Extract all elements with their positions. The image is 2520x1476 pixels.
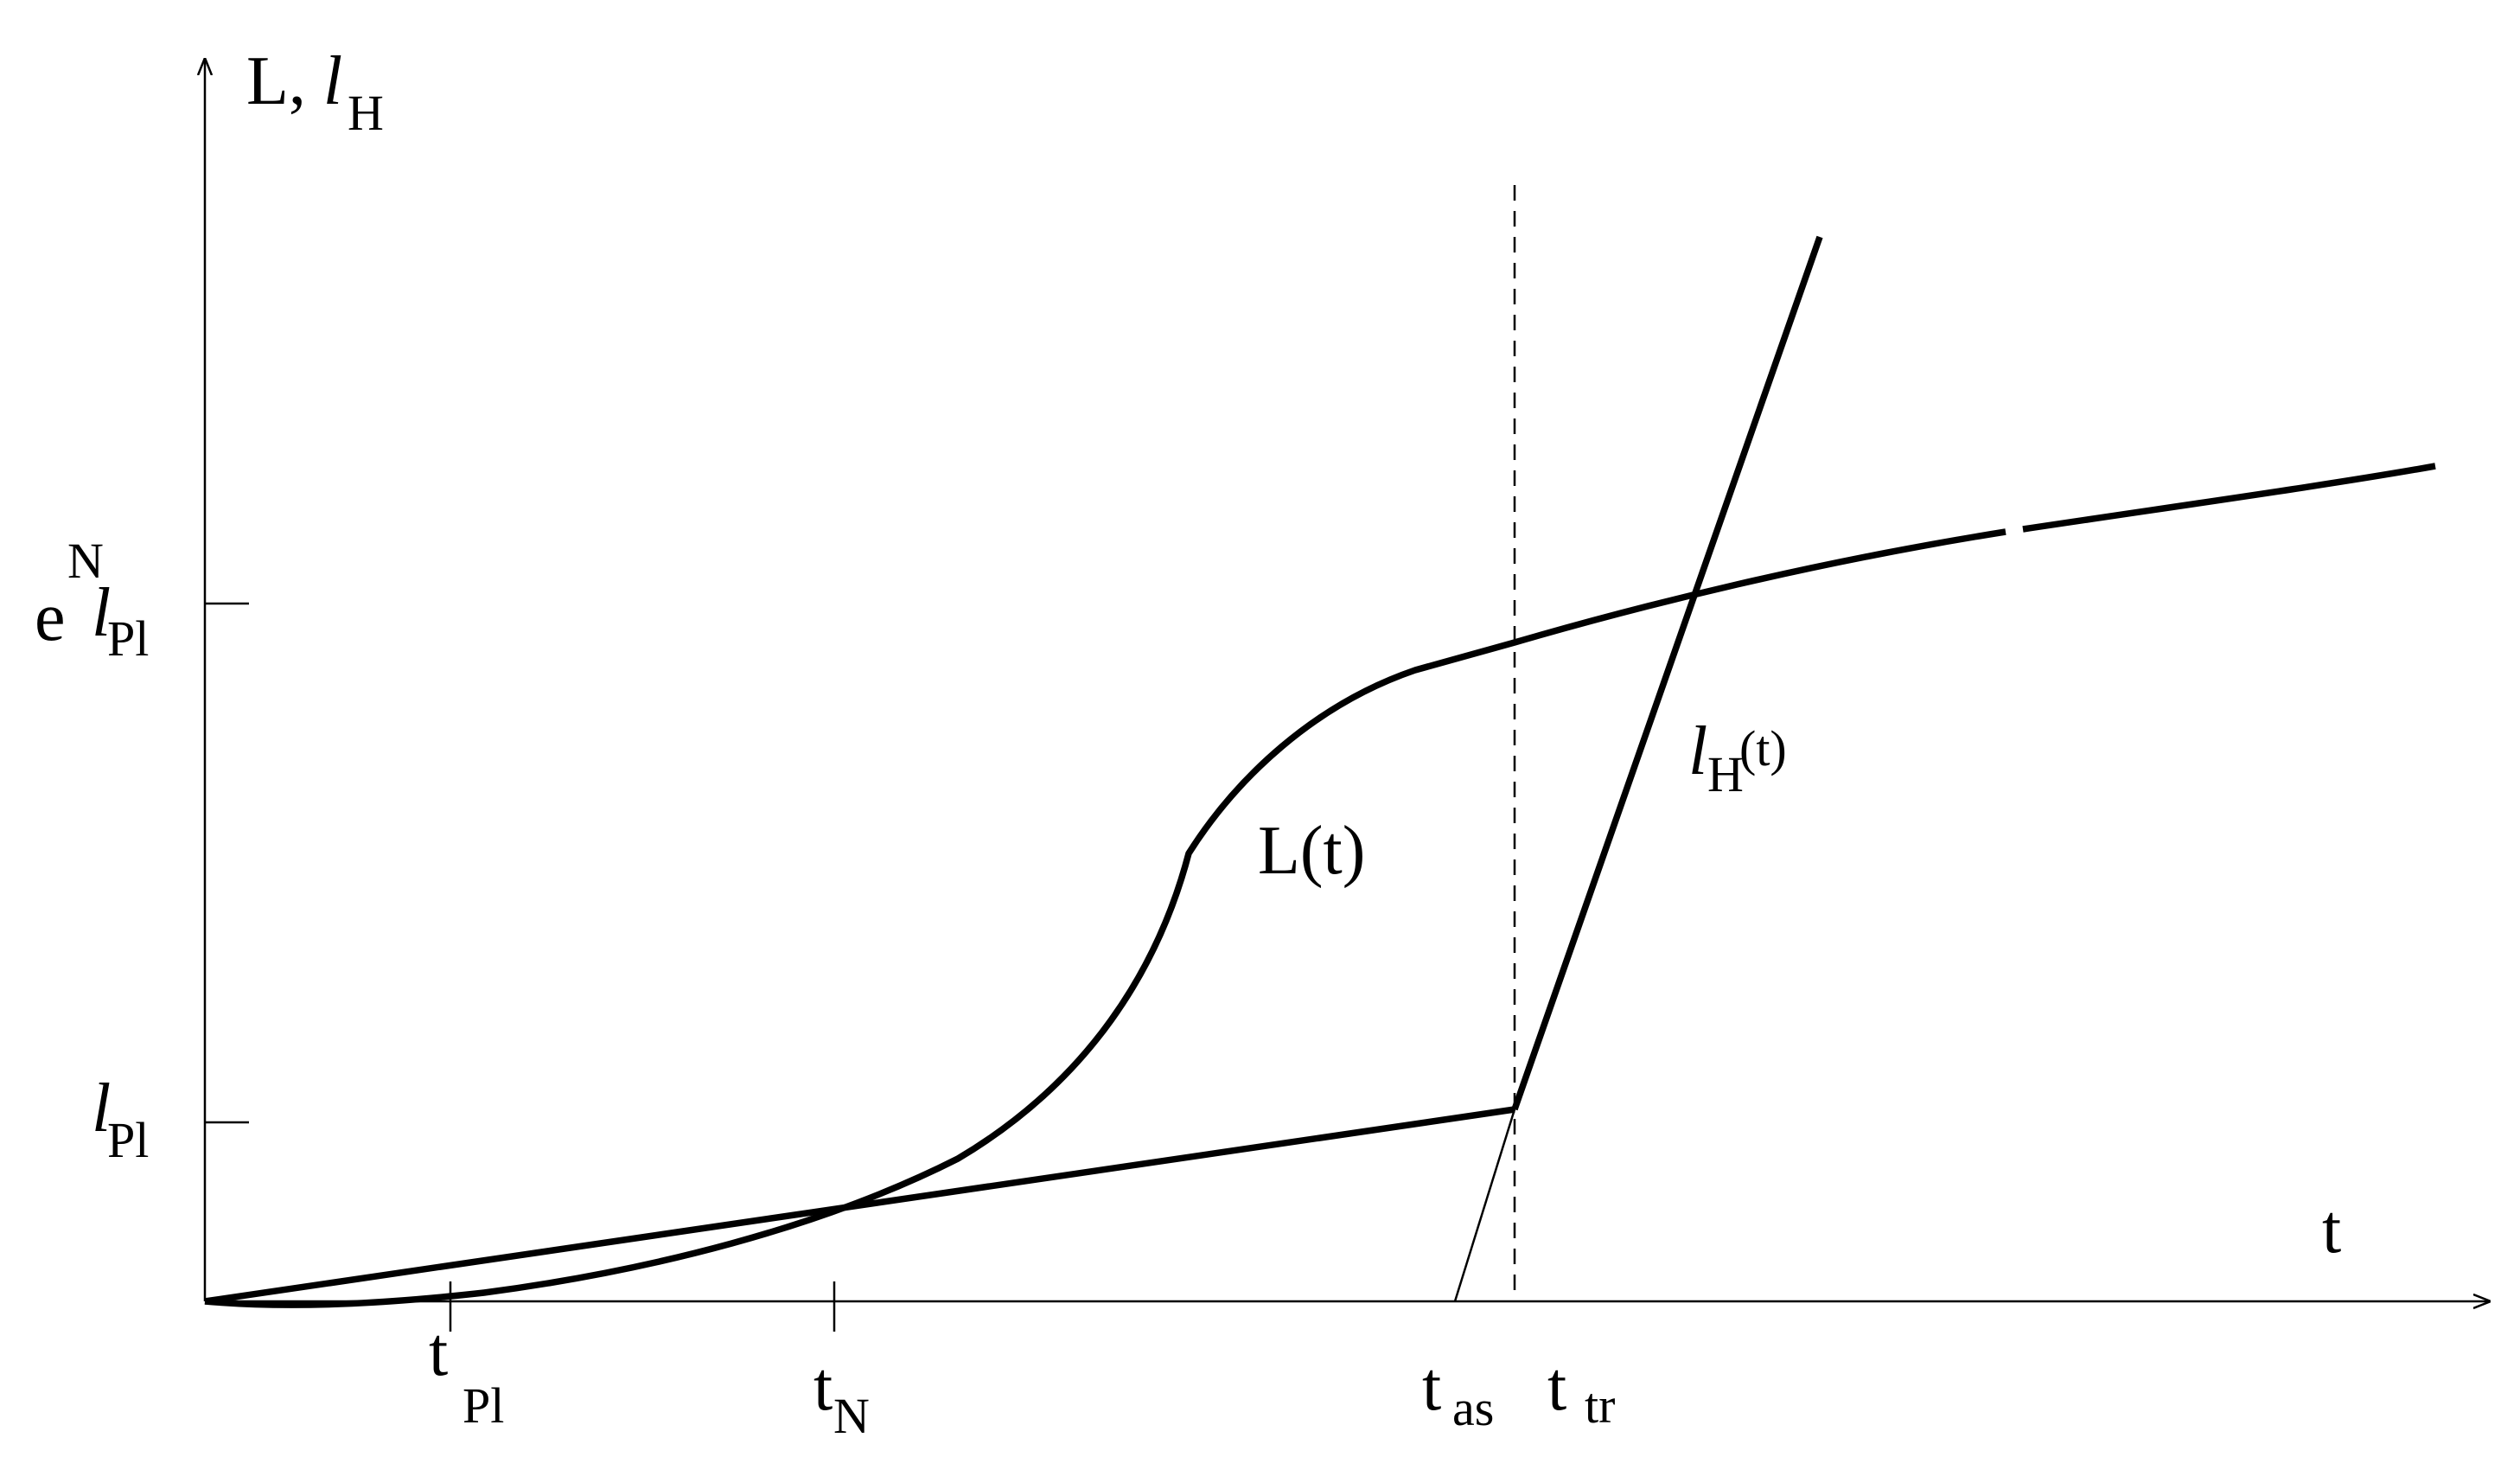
L-curve (204, 528, 2006, 1308)
x-tick-label-t-n: t (813, 1349, 833, 1425)
lH-curve-label-sup: (t) (1739, 720, 1787, 776)
y-tick-label-top-sup: N (67, 533, 104, 589)
l-h-line (1511, 235, 1823, 1111)
x-tick-label-t-as-sub: as (1452, 1380, 1494, 1436)
y-tick-label-top-prefix: e (35, 579, 66, 655)
y-tick-label-top-italic: l (92, 575, 111, 651)
x-tick-label-t-tr-sub: tr (1585, 1377, 1615, 1434)
L-curve-tail (2022, 463, 2436, 533)
L-curve-label: L(t) (1258, 813, 1365, 889)
x-tick-label-t-as: t (1422, 1349, 1441, 1425)
x-tick-label-t-n-sub: N (833, 1388, 870, 1444)
x-tick-label-t-pl-sub: Pl (463, 1377, 504, 1434)
lH-curve-label-sub: H (1707, 746, 1744, 802)
lH-curve-label-italic: l (1688, 713, 1707, 789)
y-tick-label-bottom-sub: Pl (107, 1112, 149, 1168)
y-axis-label-sub: H (348, 85, 384, 141)
tangent-line-t-as (1453, 1109, 1516, 1302)
y-tick-label-bottom-italic: l (92, 1070, 111, 1147)
x-axis-label: t (2322, 1192, 2341, 1268)
y-axis-label: L, l (246, 43, 342, 119)
x-tick-label-t-tr: t (1547, 1349, 1566, 1425)
l-pl-line (204, 1106, 1515, 1305)
y-tick-label-top-sub: Pl (107, 610, 149, 667)
x-tick-label-t-pl: t (429, 1314, 448, 1390)
